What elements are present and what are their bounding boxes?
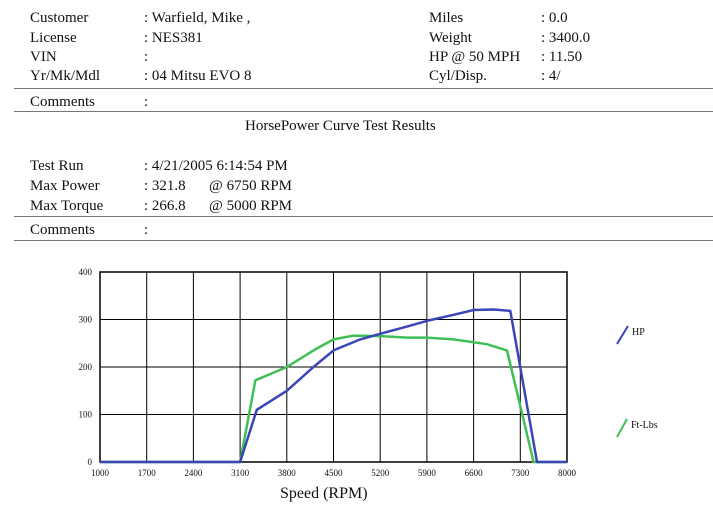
x-tick-label: 1000 [91, 468, 110, 478]
max-power-label: Max Power [30, 178, 100, 194]
max-power-rpm: @ 6750 RPM [209, 178, 292, 194]
miles-label: Miles [429, 10, 464, 26]
x-tick-label: 3800 [278, 468, 297, 478]
test-comments-value: : [144, 222, 149, 238]
hp-series-line [100, 308, 567, 464]
x-tick-label: 2400 [184, 468, 203, 478]
max-power-value: : 321.8 [144, 178, 186, 194]
divider [14, 240, 713, 241]
x-tick-label: 4500 [325, 468, 344, 478]
legend-ftlbs-swatch [616, 418, 628, 438]
y-tick-label: 0 [88, 457, 93, 467]
hp-50mph-label: HP @ 50 MPH [429, 49, 521, 65]
x-tick-label: 6600 [465, 468, 484, 478]
x-tick-label: 5900 [418, 468, 437, 478]
max-torque-rpm: @ 5000 RPM [209, 198, 292, 214]
miles-value: : 0.0 [541, 10, 568, 26]
report-title: HorsePower Curve Test Results [245, 118, 436, 134]
max-torque-label: Max Torque [30, 198, 104, 214]
vin-value: : [144, 49, 149, 65]
test-comments-label: Comments [30, 222, 96, 238]
customer-label: Customer [30, 10, 89, 26]
cyl-disp-value: : 4/ [541, 68, 561, 84]
ftlbs-series-line [100, 334, 567, 464]
weight-value: : 3400.0 [541, 30, 591, 46]
divider [14, 216, 713, 217]
cyl-disp-label: Cyl/Disp. [429, 68, 487, 84]
x-tick-label: 7300 [511, 468, 530, 478]
max-torque-value: : 266.8 [144, 198, 186, 214]
y-tick-label: 100 [79, 410, 93, 420]
divider [14, 88, 713, 89]
test-run-value: : 4/21/2005 6:14:54 PM [144, 158, 288, 174]
test-run-label: Test Run [30, 158, 84, 174]
x-tick-label: 3100 [231, 468, 250, 478]
customer-value: : Warfield, Mike , [144, 10, 251, 26]
divider [14, 111, 713, 112]
x-axis-title: Speed (RPM) [280, 485, 368, 502]
license-label: License [30, 30, 77, 46]
vehicle-value: : 04 Mitsu EVO 8 [144, 68, 252, 84]
legend-hp-swatch [616, 325, 629, 345]
x-tick-label: 5200 [371, 468, 390, 478]
legend-hp-label: HP [632, 327, 645, 338]
comments-value: : [144, 94, 149, 110]
y-tick-label: 400 [79, 267, 93, 277]
x-tick-label: 1700 [138, 468, 157, 478]
hp-50mph-value: : 11.50 [541, 49, 583, 65]
y-tick-label: 200 [79, 362, 93, 372]
vin-label: VIN [30, 49, 57, 65]
legend-ftlbs-label: Ft-Lbs [631, 420, 658, 431]
x-tick-label: 8000 [558, 468, 577, 478]
weight-label: Weight [429, 30, 472, 46]
vehicle-label: Yr/Mk/Mdl [30, 68, 101, 84]
y-tick-label: 300 [79, 315, 93, 325]
license-value: : NES381 [144, 30, 203, 46]
comments-label: Comments [30, 94, 96, 110]
